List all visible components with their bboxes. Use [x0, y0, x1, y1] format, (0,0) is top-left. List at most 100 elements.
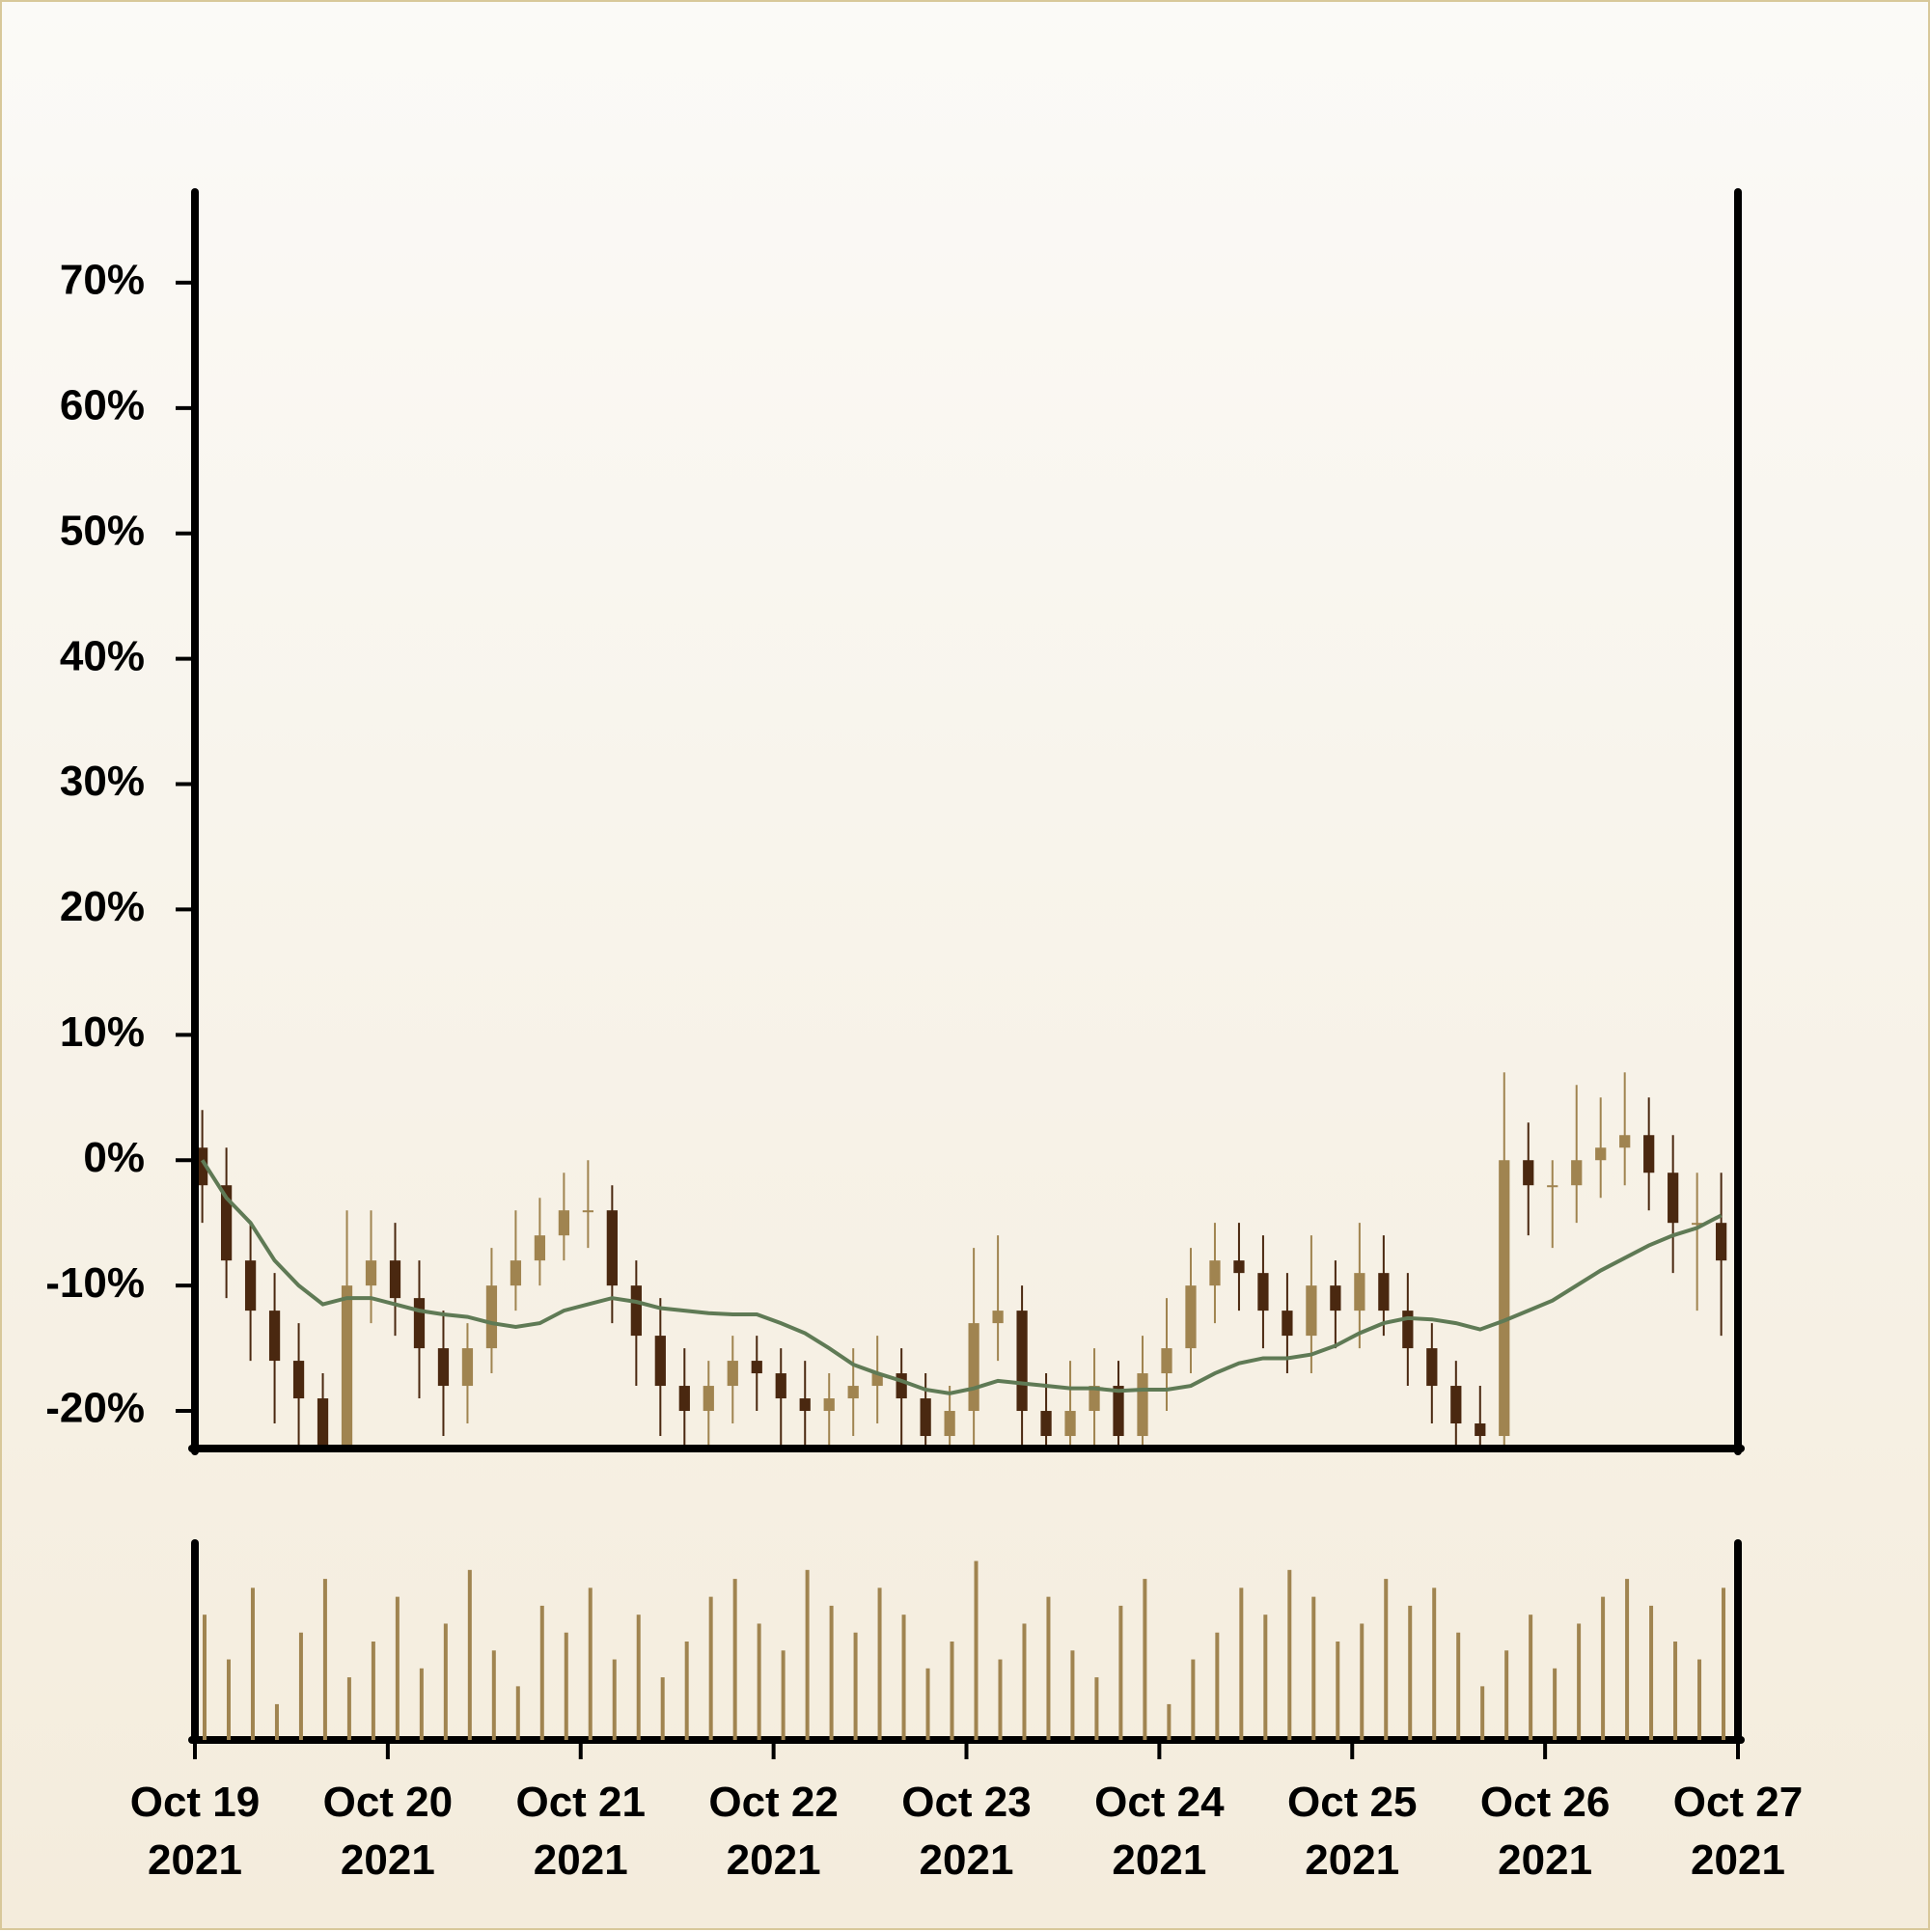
- axes: -20% -10% 0% 10% 20% 30% 40% 50% 60% 70%: [45, 188, 1745, 1759]
- candle-body: [799, 1398, 811, 1412]
- volume-bar: [1432, 1587, 1437, 1740]
- candle-body: [1716, 1223, 1727, 1261]
- volume-bar: [203, 1615, 207, 1740]
- y-tick-label: 30%: [60, 758, 145, 805]
- candle-body: [968, 1323, 979, 1412]
- volume-bar: [395, 1596, 400, 1740]
- candle-body: [1040, 1411, 1052, 1437]
- volume-bar: [1480, 1686, 1485, 1740]
- volume-bar: [1384, 1579, 1389, 1740]
- volume-bar: [1287, 1569, 1292, 1740]
- candle-body: [534, 1235, 546, 1261]
- volume-bar: [998, 1659, 1003, 1740]
- y-tick-label: 10%: [60, 1008, 145, 1056]
- volume-bar: [684, 1642, 689, 1740]
- x-tick-label: Oct 27 2021: [1672, 1779, 1804, 1884]
- volume-bar: [1191, 1659, 1196, 1740]
- y-tick-label: 0%: [83, 1134, 145, 1181]
- volume-bar: [1504, 1650, 1509, 1740]
- candle-body: [365, 1260, 377, 1286]
- candle-body: [992, 1311, 1004, 1324]
- volume-bar: [1722, 1587, 1726, 1740]
- candle-body: [1354, 1273, 1365, 1311]
- candle-body: [871, 1373, 883, 1387]
- volume-bar: [539, 1605, 544, 1740]
- x-tick-label: Oct 22 2021: [708, 1779, 839, 1884]
- volume-bar: [1263, 1615, 1268, 1740]
- volume-bar: [226, 1659, 231, 1740]
- volume-bar: [322, 1579, 327, 1740]
- volume-bar: [491, 1650, 496, 1740]
- x-tick-label: Oct 24 2021: [1094, 1779, 1225, 1884]
- volume-bar: [1311, 1596, 1316, 1740]
- candle-body: [1330, 1285, 1341, 1311]
- candle-body: [413, 1298, 426, 1349]
- candle-body: [1257, 1273, 1269, 1311]
- volume-bar: [805, 1569, 810, 1740]
- volume-bar: [515, 1686, 520, 1740]
- volume-bar: [1094, 1677, 1099, 1740]
- candle-body: [678, 1386, 690, 1412]
- candle-body: [582, 1210, 593, 1213]
- candle-body: [244, 1260, 257, 1311]
- candle-body: [1089, 1386, 1100, 1412]
- candle-body: [1595, 1147, 1607, 1161]
- volume-bar: [732, 1579, 737, 1740]
- y-tick-label: 40%: [60, 632, 145, 679]
- y-tick-label: 20%: [60, 883, 145, 930]
- candle-body: [606, 1210, 618, 1286]
- candle-body: [1016, 1311, 1028, 1412]
- volume-bar: [1167, 1703, 1172, 1740]
- volume-bar: [757, 1623, 761, 1740]
- volume-bar: [274, 1703, 279, 1740]
- volume-bar: [1143, 1579, 1147, 1740]
- volume-bar: [1022, 1623, 1027, 1740]
- volume-bar: [1408, 1605, 1413, 1740]
- candle-body: [1426, 1348, 1438, 1387]
- volume-bar: [371, 1642, 375, 1740]
- candle-body: [823, 1398, 835, 1412]
- volume-bar: [853, 1632, 858, 1740]
- volume-bar: [612, 1659, 617, 1740]
- candle-body: [220, 1185, 233, 1261]
- volume-bar: [1577, 1623, 1582, 1740]
- volume-bar: [950, 1642, 954, 1740]
- volume-bar: [1456, 1632, 1461, 1740]
- candle-body: [1209, 1260, 1221, 1286]
- volume-bar: [1239, 1587, 1244, 1740]
- volume-bar: [1529, 1615, 1533, 1740]
- candle-body: [1233, 1260, 1245, 1274]
- volume-bar: [1673, 1642, 1678, 1740]
- volume-bar: [1649, 1605, 1654, 1740]
- volume-bar: [781, 1650, 786, 1740]
- candle-body: [1523, 1160, 1534, 1186]
- y-tick-label: 60%: [60, 381, 145, 428]
- volume-bar: [1336, 1642, 1340, 1740]
- candle-body: [847, 1386, 859, 1399]
- candle-body: [437, 1348, 450, 1387]
- candle-body: [389, 1260, 401, 1299]
- candle-body: [197, 1147, 208, 1186]
- candle-body: [703, 1386, 714, 1412]
- candle-body: [1137, 1373, 1148, 1437]
- candle-body: [510, 1260, 522, 1286]
- candle-body: [1450, 1386, 1462, 1424]
- volume-bar: [564, 1632, 568, 1740]
- volume-bar: [1625, 1579, 1630, 1740]
- candle-body: [461, 1348, 474, 1387]
- volume-bar: [1070, 1650, 1075, 1740]
- candle-body: [1064, 1411, 1076, 1437]
- volume-bar: [588, 1587, 593, 1740]
- candle-body: [1547, 1185, 1558, 1188]
- volume-bar: [1601, 1596, 1606, 1740]
- volume-bar: [1046, 1596, 1051, 1740]
- volume-bar: [346, 1677, 351, 1740]
- candle-body: [1282, 1311, 1293, 1337]
- volume-bar: [708, 1596, 713, 1740]
- candle-body: [1161, 1348, 1172, 1374]
- volume-bar: [467, 1569, 472, 1740]
- candle-body: [1306, 1285, 1317, 1337]
- volume-bar: [660, 1677, 665, 1740]
- volume-bar: [1553, 1668, 1558, 1740]
